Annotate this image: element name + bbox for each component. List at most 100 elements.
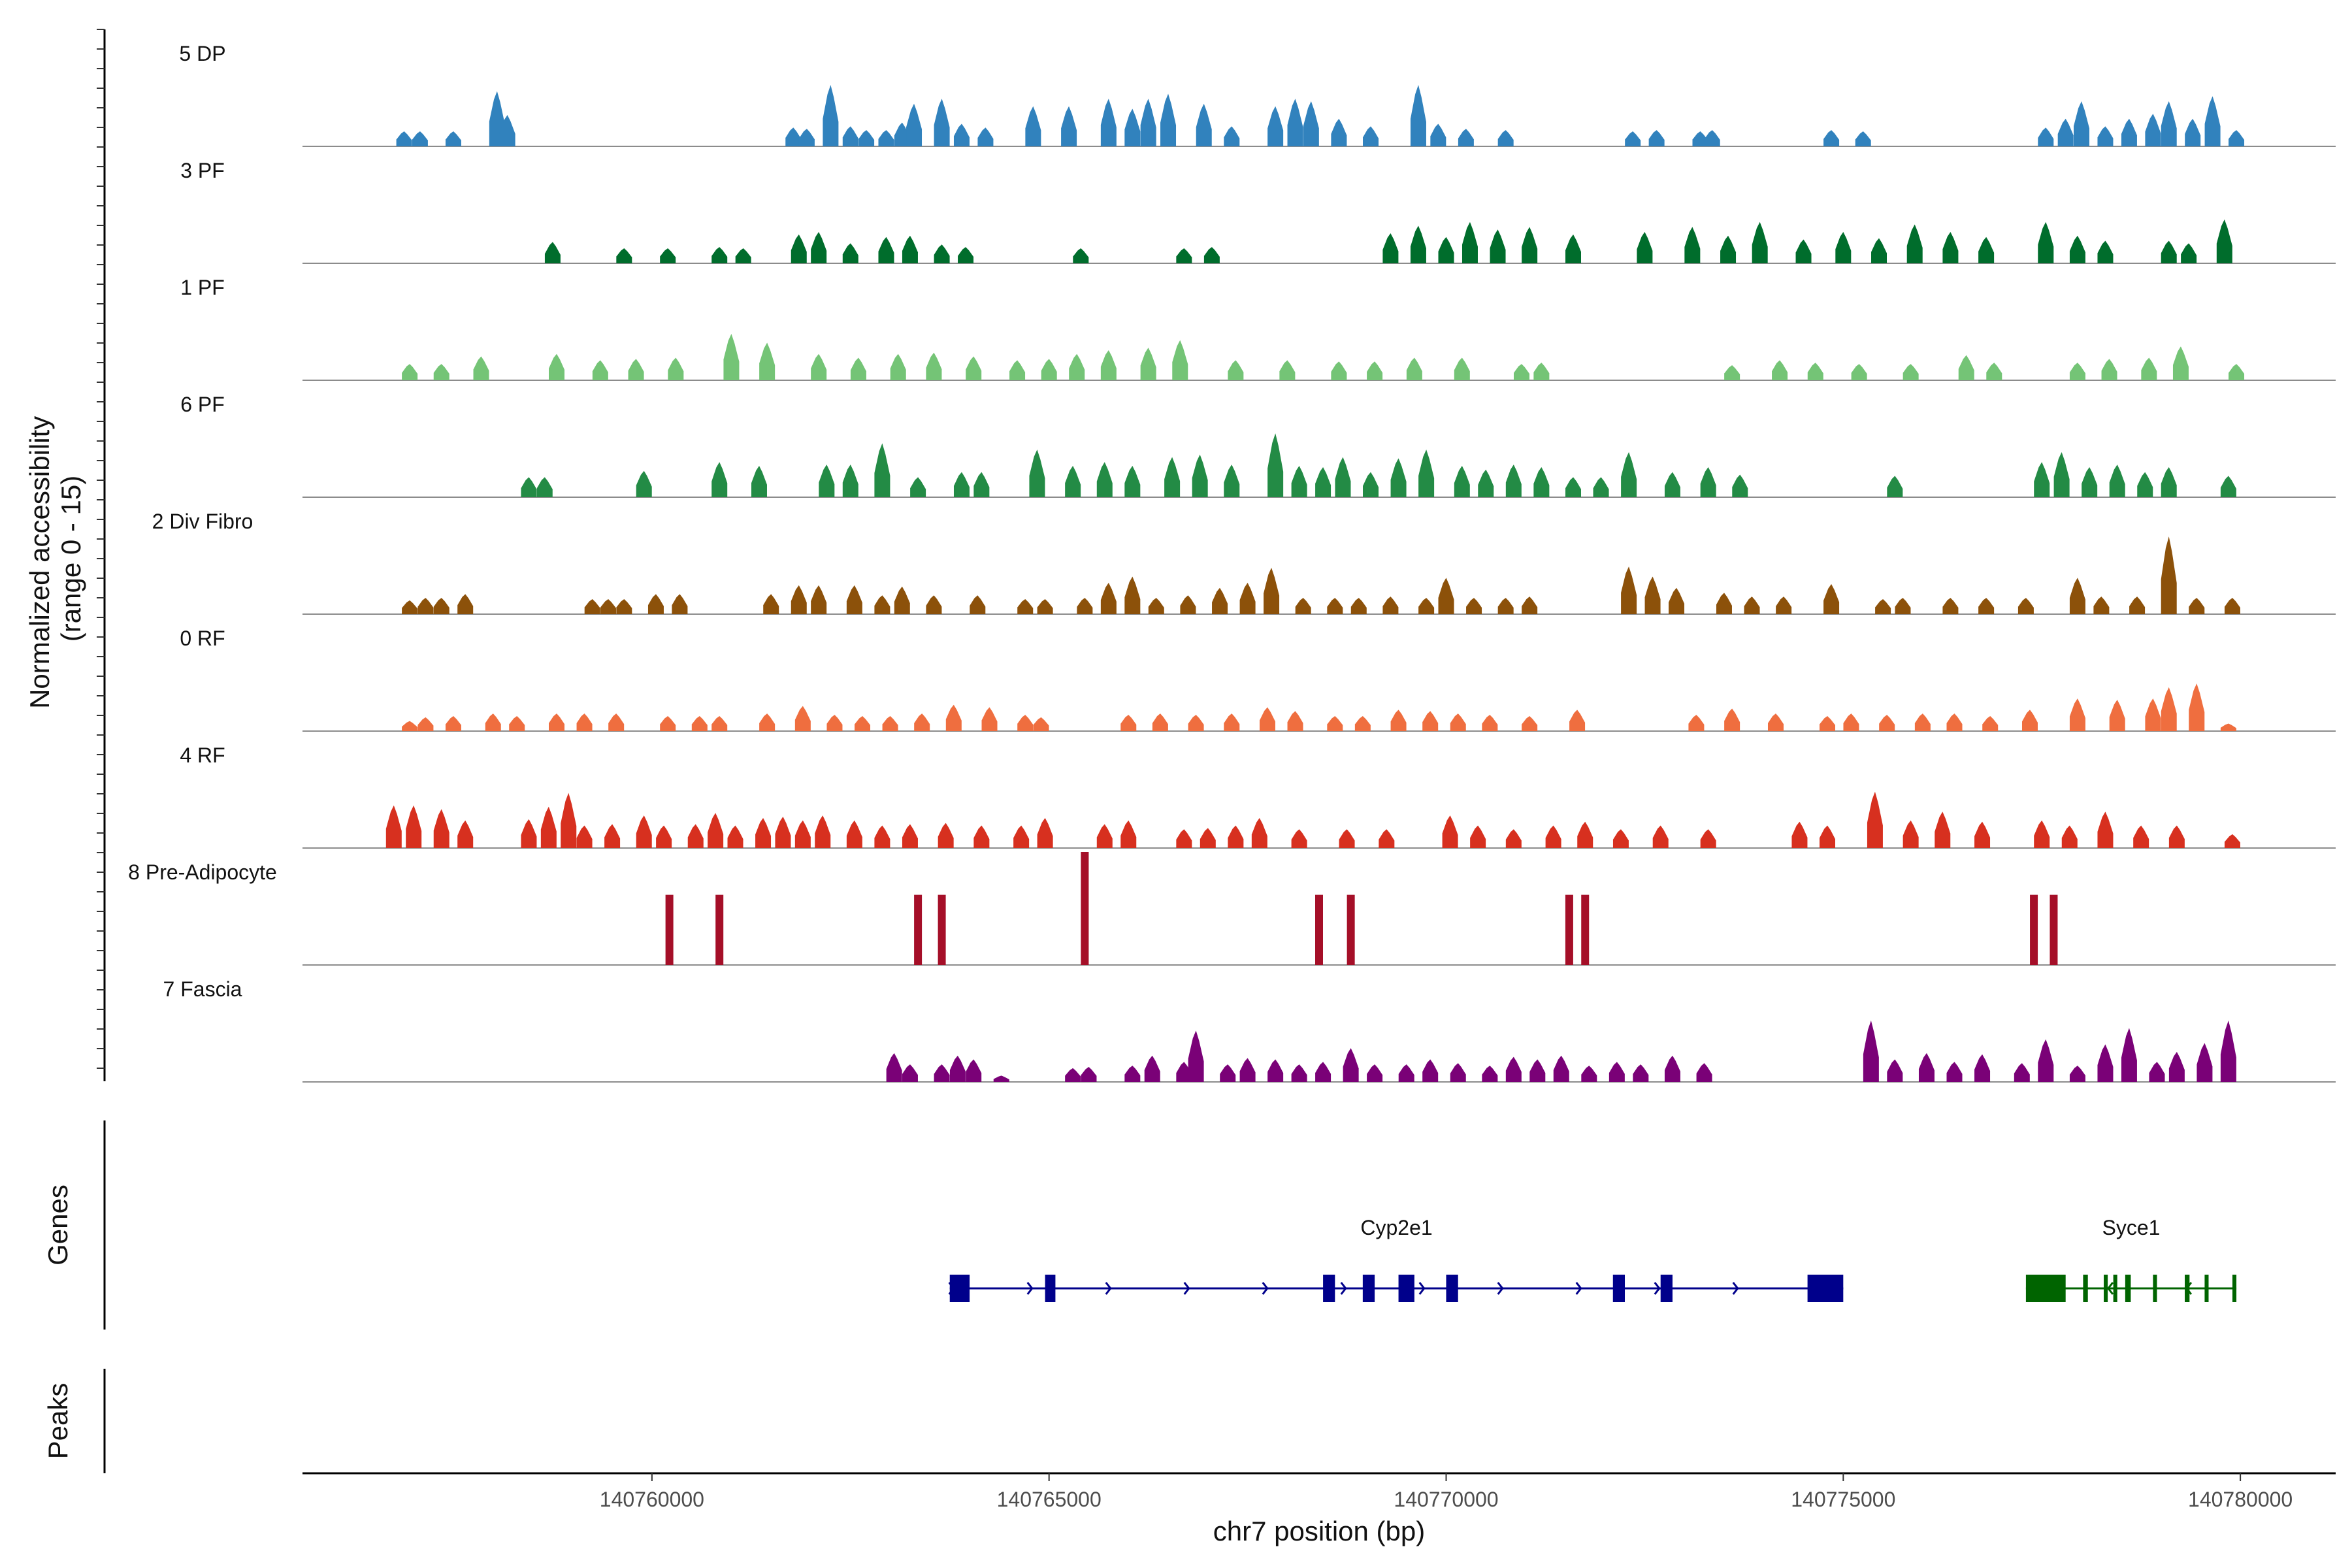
exon-syce1-0	[2025, 1275, 2066, 1302]
peak-3-pf-21	[1565, 234, 1581, 263]
peak-6-pf-4	[751, 466, 767, 497]
peak-0-rf-8	[660, 715, 676, 731]
peak-7-fascia-13	[1239, 1058, 1256, 1082]
peak-7-fascia-40	[2121, 1028, 2137, 1082]
peak-0-rf-43	[1982, 715, 1999, 731]
peak-0-rf-47	[2145, 698, 2161, 731]
peak-7-fascia-3	[949, 1055, 966, 1082]
peak-8-pre-adipocyte-3	[938, 894, 946, 965]
peak-3-pf-25	[1752, 221, 1768, 263]
peak-3-pf-3	[711, 247, 728, 263]
peak-0-rf-26	[1287, 711, 1303, 731]
peak-0-rf-14	[855, 715, 871, 731]
peak-1-pf-30	[1807, 363, 1823, 380]
peak-4-rf-16	[794, 820, 811, 848]
peak-4-rf-20	[902, 824, 918, 848]
peak-0-rf-21	[1120, 715, 1137, 731]
peak-7-fascia-1	[902, 1064, 918, 1082]
peak-2-div-fibro-49	[2093, 596, 2110, 614]
track-6-pf: 6 PF	[180, 393, 2336, 498]
peak-0-rf-3	[485, 713, 501, 731]
peak-5-dp-11	[894, 122, 910, 146]
peak-4-rf-7	[576, 825, 593, 848]
strand-arrow-cyp2e1-8	[1575, 1282, 1582, 1295]
gene-cyp2e1: Cyp2e1	[948, 1216, 1844, 1302]
peak-7-fascia-14	[1267, 1059, 1284, 1082]
peak-6-pf-0	[521, 477, 537, 497]
track-3-pf: 3 PF	[180, 159, 2336, 264]
peak-6-pf-15	[1164, 457, 1181, 497]
x-tick-label-4: 140780000	[2188, 1488, 2293, 1511]
peak-1-pf-19	[1172, 340, 1188, 380]
peak-7-fascia-2	[934, 1064, 950, 1082]
peak-7-fascia-20	[1422, 1059, 1439, 1082]
peak-2-div-fibro-39	[1716, 593, 1732, 614]
peak-5-dp-9	[858, 130, 875, 146]
peak-4-rf-12	[708, 813, 724, 848]
peak-8-pre-adipocyte-8	[1565, 894, 1573, 965]
gene-annotation-panel: Cyp2e1 Syce1	[948, 1216, 2237, 1302]
peak-6-pf-5	[819, 465, 835, 497]
exon-cyp2e1-5	[1446, 1275, 1458, 1302]
peak-1-pf-22	[1331, 361, 1347, 380]
peak-2-div-fibro-22	[1148, 598, 1164, 614]
peak-0-rf-35	[1688, 715, 1705, 731]
peak-5-dp-39	[2038, 127, 2054, 146]
peak-1-pf-11	[890, 353, 906, 380]
peak-0-rf-28	[1354, 715, 1371, 731]
peak-6-pf-10	[973, 472, 990, 497]
peak-1-pf-3	[549, 353, 564, 380]
exon-syce1-7	[2204, 1275, 2209, 1302]
peak-1-pf-12	[926, 352, 942, 380]
peak-4-rf-5	[540, 806, 557, 848]
peak-1-pf-29	[1772, 360, 1788, 380]
peak-6-pf-36	[2034, 462, 2050, 497]
exon-syce1-1	[2083, 1275, 2088, 1302]
peak-6-pf-29	[1565, 477, 1581, 497]
peak-4-rf-4	[521, 819, 537, 848]
peak-2-div-fibro-41	[1776, 596, 1792, 614]
peak-0-rf-38	[1820, 715, 1835, 731]
peak-5-dp-2	[445, 131, 461, 146]
peak-2-div-fibro-31	[1418, 598, 1435, 614]
exon-cyp2e1-2	[1323, 1275, 1335, 1302]
peak-7-fascia-16	[1315, 1062, 1331, 1082]
strand-arrow-syce1-1	[2107, 1282, 2114, 1295]
peak-2-div-fibro-47	[2017, 598, 2034, 614]
peak-0-rf-29	[1390, 710, 1407, 731]
peak-3-pf-15	[1382, 233, 1399, 263]
peak-3-pf-12	[1073, 248, 1089, 263]
peak-5-dp-37	[1823, 130, 1840, 146]
peak-4-rf-38	[1577, 821, 1593, 848]
peak-8-pre-adipocyte-9	[1581, 894, 1590, 965]
peak-6-pf-32	[1664, 472, 1680, 497]
peak-5-dp-7	[823, 85, 839, 146]
peak-0-rf-22	[1152, 713, 1168, 731]
peak-5-dp-38	[1855, 131, 1871, 146]
x-tick-label-2: 140770000	[1394, 1488, 1498, 1511]
peak-0-rf-48	[2161, 687, 2177, 731]
peak-7-fascia-21	[1450, 1063, 1466, 1082]
peak-7-fascia-32	[1887, 1059, 1903, 1082]
peak-4-rf-1	[406, 805, 422, 848]
x-axis: 140760000 140765000 140770000 140775000 1407…	[302, 1472, 2336, 1511]
track-label-3-pf: 3 PF	[180, 159, 225, 182]
exon-cyp2e1-4	[1398, 1275, 1414, 1302]
peak-3-pf-16	[1410, 225, 1426, 263]
peak-6-pf-14	[1124, 466, 1141, 497]
peak-2-div-fibro-2	[433, 598, 449, 614]
peak-4-rf-0	[385, 805, 402, 848]
exon-syce1-3	[2113, 1275, 2117, 1302]
peak-0-rf-16	[914, 713, 930, 731]
peak-5-dp-14	[953, 123, 970, 146]
peak-2-div-fibro-24	[1212, 587, 1228, 614]
peak-5-dp-4	[499, 115, 515, 146]
peak-5-dp-31	[1458, 129, 1474, 146]
peak-7-fascia-10	[1176, 1062, 1192, 1082]
peak-2-div-fibro-25	[1239, 583, 1256, 614]
peak-7-fascia-18	[1367, 1064, 1383, 1082]
peak-7-fascia-35	[1974, 1054, 1991, 1082]
peak-4-rf-32	[1339, 829, 1355, 848]
track-label-7-fascia: 7 Fascia	[163, 977, 242, 1001]
peak-5-dp-46	[2185, 118, 2201, 146]
